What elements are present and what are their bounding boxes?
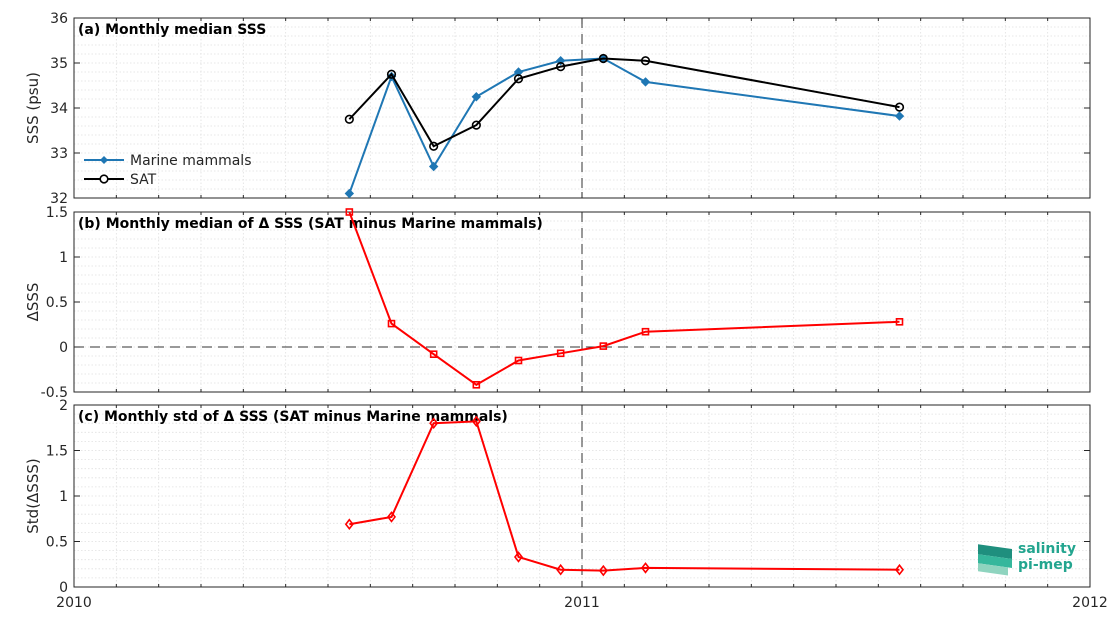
y-tick-label: 0.5 bbox=[46, 535, 68, 551]
data-point bbox=[428, 161, 439, 172]
y-tick-label: 36 bbox=[50, 11, 68, 27]
y-tick-label: 32 bbox=[50, 191, 68, 207]
y-tick-label: 0 bbox=[59, 340, 68, 356]
data-point bbox=[556, 349, 565, 358]
y-tick-label: 0.5 bbox=[46, 295, 68, 311]
data-point bbox=[386, 511, 397, 523]
data-point bbox=[429, 141, 439, 151]
panel-1: 32 33 34 35 36 SSS (psu) (a) Monthly median SS… bbox=[24, 11, 1091, 207]
data-point bbox=[513, 551, 524, 563]
data-point bbox=[640, 562, 651, 574]
logo-line-2: pi-mep bbox=[1018, 557, 1073, 573]
x-tick-label: 2010 bbox=[56, 595, 92, 611]
legend-marker bbox=[100, 156, 108, 164]
y-axis-label: Std(ΔSSS) bbox=[24, 458, 42, 533]
data-point bbox=[344, 114, 354, 124]
legend-label: Marine mammals bbox=[130, 153, 252, 169]
series-line bbox=[349, 420, 900, 572]
y-tick-label: 0 bbox=[59, 580, 68, 596]
data-point bbox=[598, 564, 608, 577]
data-point bbox=[471, 92, 482, 102]
data-point bbox=[513, 74, 524, 84]
y-tick-label: 1 bbox=[59, 489, 68, 505]
legend-marker bbox=[99, 174, 109, 184]
data-point bbox=[514, 356, 523, 365]
legend-label: SAT bbox=[130, 172, 157, 188]
x-tick-label: 2012 bbox=[1072, 595, 1108, 611]
data-point bbox=[429, 350, 438, 359]
panel-2: -0.5 0 0.5 1 1.5 ΔSSS (b) Monthly median of Δ … bbox=[24, 205, 1091, 401]
x-tick-label: 2011 bbox=[564, 595, 600, 611]
data-point bbox=[894, 111, 905, 121]
data-point bbox=[599, 342, 608, 350]
data-point bbox=[598, 53, 608, 64]
logo-line-1: salinity bbox=[1018, 541, 1076, 557]
data-point bbox=[640, 77, 651, 87]
data-point bbox=[386, 69, 397, 79]
salinity-logo-icon bbox=[978, 544, 1012, 576]
data-point bbox=[471, 415, 481, 428]
data-point bbox=[472, 380, 481, 389]
data-point bbox=[640, 56, 651, 66]
data-point bbox=[429, 417, 439, 430]
data-point bbox=[387, 319, 396, 328]
panel-title: (a) Monthly median SSS bbox=[78, 22, 266, 38]
y-axis-label: SSS (psu) bbox=[24, 72, 42, 144]
data-point bbox=[471, 120, 481, 130]
data-point bbox=[556, 61, 566, 72]
series-line bbox=[348, 211, 900, 386]
y-tick-label: 1 bbox=[59, 250, 68, 266]
data-point bbox=[894, 102, 905, 112]
panel-3: 0 0.5 1 1.5 2 Std(ΔSSS) (c) Monthly std of Δ S… bbox=[24, 398, 1091, 596]
data-point bbox=[641, 327, 650, 336]
y-axis-label: ΔSSS bbox=[24, 283, 42, 322]
y-tick-label: -0.5 bbox=[41, 385, 68, 401]
y-tick-label: 33 bbox=[50, 146, 68, 162]
data-point bbox=[345, 208, 354, 216]
data-point bbox=[344, 188, 355, 199]
data-point bbox=[895, 317, 904, 326]
data-point bbox=[894, 563, 905, 576]
y-tick-label: 2 bbox=[59, 398, 68, 414]
y-tick-label: 35 bbox=[50, 56, 68, 72]
data-point bbox=[556, 563, 566, 576]
series-line bbox=[348, 57, 900, 148]
data-point bbox=[344, 518, 354, 531]
salinity-pi-mep-logo: salinity pi-mep bbox=[976, 540, 1086, 578]
data-point bbox=[513, 67, 524, 77]
y-tick-label: 1.5 bbox=[46, 444, 68, 460]
panel-title: (b) Monthly median of Δ SSS (SAT minus M… bbox=[78, 216, 543, 232]
y-tick-label: 1.5 bbox=[46, 205, 68, 221]
panel-title: (c) Monthly std of Δ SSS (SAT minus Mari… bbox=[78, 409, 508, 425]
y-tick-label: 34 bbox=[50, 101, 68, 117]
